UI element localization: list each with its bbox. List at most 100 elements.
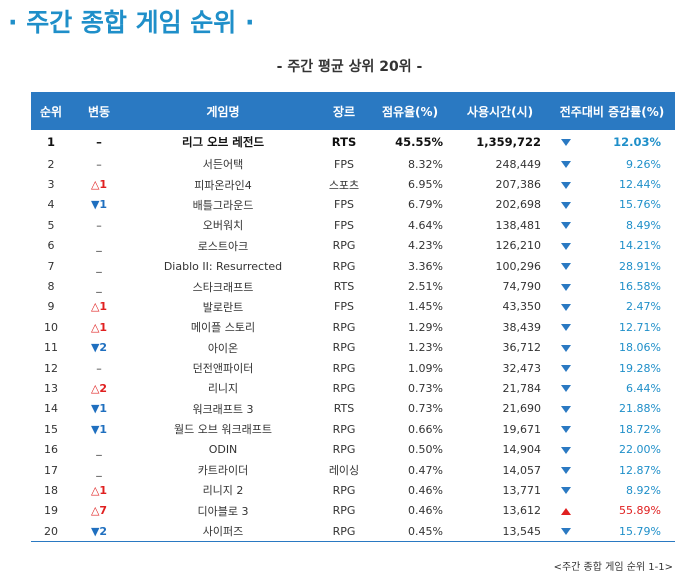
cell-hours: 138,481	[495, 218, 542, 232]
table-row: 8 _ 스타크래프트 RTS 2.51% 74,790 16.58%	[31, 276, 675, 296]
cell-game: 스타크래프트	[192, 280, 254, 294]
cell-game: 리니지 2	[202, 484, 244, 498]
cell-hours: 74,790	[502, 280, 542, 294]
cell-genre: RPG	[319, 521, 369, 543]
cell-game: 사이퍼즈	[127, 521, 319, 543]
cell-game: 피파온라인4	[194, 178, 252, 192]
cell-change: △7	[90, 504, 108, 518]
triangle-down-icon	[561, 139, 571, 146]
cell-share: 6.79%	[408, 198, 443, 212]
triangle-up-icon	[561, 507, 571, 515]
cell-share: 1.29%	[408, 320, 443, 334]
cell-game: 발로란트	[202, 300, 244, 314]
cell-share: 0.66%	[408, 422, 443, 436]
column-header-hours: 사용시간(시)	[451, 92, 549, 130]
cell-share: 0.73%	[408, 381, 443, 395]
cell-genre: FPS	[334, 218, 354, 232]
cell-change: ▼2	[71, 521, 127, 543]
cell-change: _	[96, 443, 102, 457]
table-row: 13 △2 리니지 RPG 0.73% 21,784 6.44%	[31, 378, 675, 398]
cell-rate: 2.47%	[549, 297, 675, 317]
cell-rate: 12.03%	[549, 130, 675, 154]
rate-value: 8.92%	[626, 483, 661, 497]
triangle-down-icon	[561, 181, 571, 189]
rate-value: 9.26%	[626, 157, 661, 171]
cell-genre: RPG	[332, 483, 356, 497]
cell-game: 로스트아크	[197, 239, 249, 253]
cell-rank: 3	[47, 178, 55, 192]
cell-game: 서든어택	[202, 158, 244, 172]
cell-change: _	[96, 463, 102, 477]
cell-rank: 4	[47, 198, 55, 212]
cell-share: 1.09%	[408, 361, 443, 375]
rate-value: 21.88%	[619, 402, 661, 416]
page-subtitle: - 주간 평균 상위 20위 -	[276, 59, 423, 75]
cell-share: 2.51%	[408, 280, 443, 294]
cell-change: _	[96, 239, 102, 253]
rate-value: 2.47%	[626, 300, 661, 314]
triangle-down-icon	[561, 263, 571, 271]
cell-change: ▼2	[90, 341, 108, 355]
cell-share: 0.46%	[408, 504, 443, 518]
rate-value: 15.79%	[619, 524, 661, 538]
cell-rate: 12.87%	[549, 460, 675, 480]
cell-genre: RTS	[333, 280, 355, 294]
cell-rank: 6	[47, 239, 55, 253]
cell-game: 아이온	[207, 341, 239, 355]
triangle-down-icon	[561, 487, 571, 495]
cell-genre: RTS	[331, 135, 357, 149]
rate-value: 14.21%	[619, 239, 661, 253]
cell-genre: RPG	[332, 422, 356, 436]
cell-hours: 19,671	[502, 422, 542, 436]
triangle-down-icon	[561, 385, 571, 393]
table-row: 7 _ Diablo II: Resurrected RPG 3.36% 100,296 2…	[31, 256, 675, 276]
table-row: 5 – 오버워치 FPS 4.64% 138,481 8.49%	[31, 215, 675, 235]
triangle-down-icon	[561, 242, 571, 250]
cell-change: –	[96, 218, 102, 232]
cell-rank: 20	[31, 521, 71, 543]
cell-genre: RPG	[332, 381, 356, 395]
cell-game: 던전앤파이터	[192, 362, 254, 376]
cell-share: 0.47%	[408, 463, 443, 477]
rate-value: 6.44%	[626, 381, 661, 395]
cell-hours: 126,210	[495, 239, 542, 253]
cell-genre: 레이싱	[328, 464, 360, 478]
cell-rate: 18.72%	[549, 419, 675, 439]
cell-rank: 1	[46, 135, 55, 149]
cell-rank: 18	[44, 483, 58, 497]
cell-genre: FPS	[334, 198, 354, 212]
table-row: 2 – 서든어택 FPS 8.32% 248,449 9.26%	[31, 154, 675, 174]
cell-game: ODIN	[208, 443, 238, 457]
table-row: 11 ▼2 아이온 RPG 1.23% 36,712 18.06%	[31, 338, 675, 358]
cell-game: Diablo II: Resurrected	[163, 259, 283, 273]
cell-share: 0.50%	[408, 443, 443, 457]
rate-value: 22.00%	[619, 443, 661, 457]
cell-hours: 202,698	[495, 198, 542, 212]
table-row: 6 _ 로스트아크 RPG 4.23% 126,210 14.21%	[31, 236, 675, 256]
table-row: 15 ▼1 월드 오브 워크래프트 RPG 0.66% 19,671 18.72%	[31, 419, 675, 439]
cell-hours: 38,439	[502, 320, 542, 334]
cell-rank: 14	[44, 402, 58, 416]
triangle-down-icon	[561, 222, 571, 230]
cell-hours: 100,296	[495, 259, 542, 273]
cell-rank: 16	[44, 443, 58, 457]
cell-share: 0.46%	[408, 483, 443, 497]
cell-hours: 13,771	[502, 483, 542, 497]
cell-game: 카트라이더	[197, 464, 249, 478]
cell-rate: 15.79%	[549, 521, 675, 543]
cell-rank: 19	[44, 504, 58, 518]
triangle-down-icon	[561, 161, 571, 169]
rate-value: 8.49%	[626, 218, 661, 232]
cell-change: △1	[90, 178, 108, 192]
cell-rate: 6.44%	[549, 378, 675, 398]
cell-rate: 14.21%	[549, 236, 675, 256]
triangle-down-icon	[561, 324, 571, 332]
cell-hours: 21,690	[502, 402, 542, 416]
table-row: 4 ▼1 배틀그라운드 FPS 6.79% 202,698 15.76%	[31, 195, 675, 215]
triangle-down-icon	[561, 528, 571, 536]
cell-share: 4.23%	[408, 239, 443, 253]
cell-genre: RPG	[332, 320, 356, 334]
cell-hours: 32,473	[502, 361, 542, 375]
cell-change: ▼1	[90, 198, 108, 212]
cell-share: 8.32%	[408, 157, 443, 171]
